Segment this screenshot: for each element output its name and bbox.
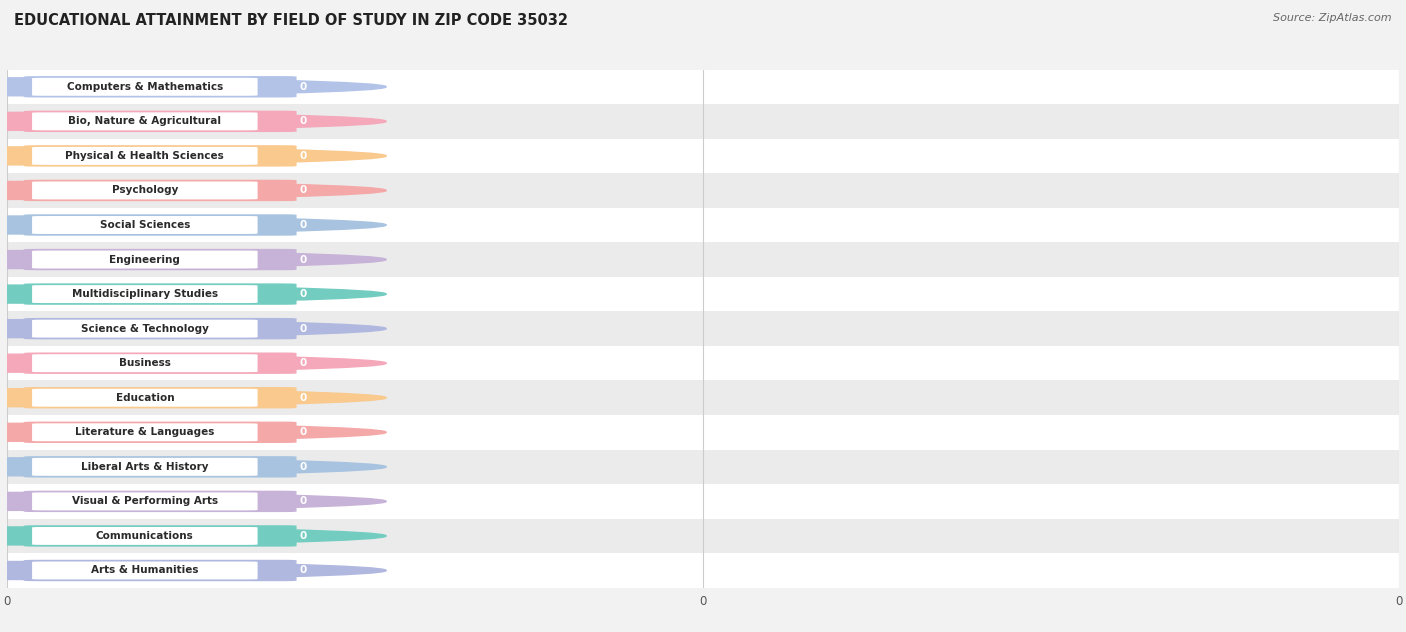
Text: EDUCATIONAL ATTAINMENT BY FIELD OF STUDY IN ZIP CODE 35032: EDUCATIONAL ATTAINMENT BY FIELD OF STUDY… xyxy=(14,13,568,28)
Text: Computers & Mathematics: Computers & Mathematics xyxy=(66,82,224,92)
Text: Science & Technology: Science & Technology xyxy=(82,324,208,334)
Circle shape xyxy=(0,78,387,96)
Text: Social Sciences: Social Sciences xyxy=(100,220,190,230)
Text: 0: 0 xyxy=(299,392,307,403)
Circle shape xyxy=(0,423,387,441)
FancyBboxPatch shape xyxy=(24,490,297,512)
FancyBboxPatch shape xyxy=(24,179,297,201)
FancyBboxPatch shape xyxy=(24,560,297,581)
Bar xyxy=(7,70,1399,104)
Circle shape xyxy=(0,216,387,234)
Circle shape xyxy=(0,181,387,200)
Circle shape xyxy=(0,250,387,269)
FancyBboxPatch shape xyxy=(32,527,257,545)
Text: Visual & Performing Arts: Visual & Performing Arts xyxy=(72,496,218,506)
Text: 0: 0 xyxy=(299,496,307,506)
FancyBboxPatch shape xyxy=(32,320,257,337)
FancyBboxPatch shape xyxy=(32,216,257,234)
FancyBboxPatch shape xyxy=(32,181,257,200)
Text: 0: 0 xyxy=(299,255,307,265)
FancyBboxPatch shape xyxy=(24,76,297,97)
FancyBboxPatch shape xyxy=(24,214,297,236)
Bar xyxy=(7,208,1399,242)
Text: Engineering: Engineering xyxy=(110,255,180,265)
Text: Psychology: Psychology xyxy=(111,185,179,195)
FancyBboxPatch shape xyxy=(24,283,297,305)
Circle shape xyxy=(0,458,387,476)
Circle shape xyxy=(0,320,387,337)
Text: 0: 0 xyxy=(299,82,307,92)
Bar xyxy=(7,449,1399,484)
Text: 0: 0 xyxy=(299,289,307,299)
FancyBboxPatch shape xyxy=(24,353,297,374)
FancyBboxPatch shape xyxy=(32,354,257,372)
FancyBboxPatch shape xyxy=(32,78,257,96)
FancyBboxPatch shape xyxy=(32,250,257,269)
Text: 0: 0 xyxy=(299,151,307,161)
Text: Arts & Humanities: Arts & Humanities xyxy=(91,566,198,576)
Text: Physical & Health Sciences: Physical & Health Sciences xyxy=(66,151,224,161)
FancyBboxPatch shape xyxy=(32,112,257,130)
Text: 0: 0 xyxy=(299,116,307,126)
Bar xyxy=(7,277,1399,312)
Text: 0: 0 xyxy=(299,185,307,195)
Circle shape xyxy=(0,389,387,407)
Text: 0: 0 xyxy=(299,324,307,334)
Bar xyxy=(7,484,1399,519)
Text: 0: 0 xyxy=(299,427,307,437)
Circle shape xyxy=(0,492,387,511)
Bar xyxy=(7,104,1399,138)
FancyBboxPatch shape xyxy=(32,423,257,441)
Text: Source: ZipAtlas.com: Source: ZipAtlas.com xyxy=(1274,13,1392,23)
FancyBboxPatch shape xyxy=(24,525,297,547)
Text: Communications: Communications xyxy=(96,531,194,541)
Bar xyxy=(7,312,1399,346)
Circle shape xyxy=(0,285,387,303)
Text: Liberal Arts & History: Liberal Arts & History xyxy=(82,462,208,472)
Text: Literature & Languages: Literature & Languages xyxy=(75,427,215,437)
Bar xyxy=(7,553,1399,588)
Bar xyxy=(7,173,1399,208)
FancyBboxPatch shape xyxy=(24,111,297,132)
Text: 0: 0 xyxy=(299,220,307,230)
FancyBboxPatch shape xyxy=(24,145,297,167)
Bar xyxy=(7,242,1399,277)
Circle shape xyxy=(0,147,387,165)
FancyBboxPatch shape xyxy=(32,561,257,580)
Bar xyxy=(7,380,1399,415)
FancyBboxPatch shape xyxy=(24,249,297,270)
FancyBboxPatch shape xyxy=(32,389,257,407)
FancyBboxPatch shape xyxy=(32,285,257,303)
Circle shape xyxy=(0,527,387,545)
Bar xyxy=(7,415,1399,449)
Circle shape xyxy=(0,561,387,580)
FancyBboxPatch shape xyxy=(24,387,297,408)
Bar xyxy=(7,519,1399,553)
Text: Bio, Nature & Agricultural: Bio, Nature & Agricultural xyxy=(69,116,221,126)
Text: 0: 0 xyxy=(299,531,307,541)
Circle shape xyxy=(0,354,387,372)
FancyBboxPatch shape xyxy=(24,422,297,443)
FancyBboxPatch shape xyxy=(24,456,297,478)
Text: Education: Education xyxy=(115,392,174,403)
Bar xyxy=(7,346,1399,380)
Text: 0: 0 xyxy=(299,566,307,576)
FancyBboxPatch shape xyxy=(24,318,297,339)
Bar xyxy=(7,138,1399,173)
FancyBboxPatch shape xyxy=(32,458,257,476)
Text: Business: Business xyxy=(120,358,170,368)
FancyBboxPatch shape xyxy=(32,147,257,165)
Text: Multidisciplinary Studies: Multidisciplinary Studies xyxy=(72,289,218,299)
Circle shape xyxy=(0,112,387,130)
Text: 0: 0 xyxy=(299,358,307,368)
Text: 0: 0 xyxy=(299,462,307,472)
FancyBboxPatch shape xyxy=(32,492,257,511)
